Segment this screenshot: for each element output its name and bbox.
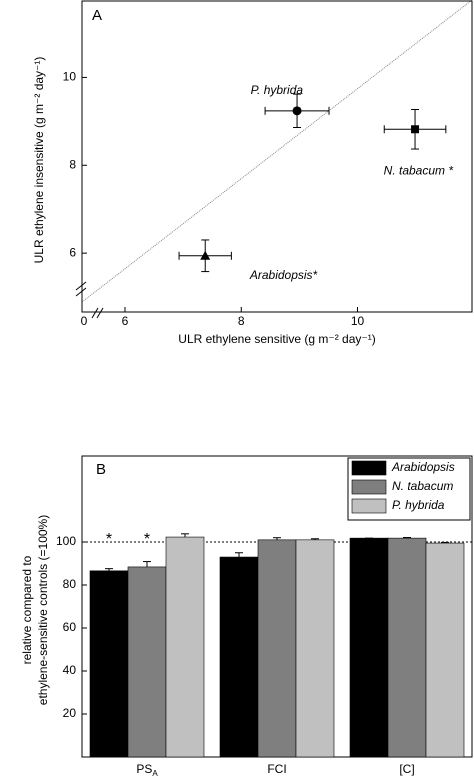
legend-swatch bbox=[351, 460, 387, 476]
panel-label: B bbox=[96, 461, 106, 478]
bar bbox=[349, 537, 389, 758]
x-break-label: 0 bbox=[81, 314, 88, 328]
category-subscript: A bbox=[152, 769, 158, 778]
y-axis-label: ethylene-sensitive controls (=100%) bbox=[36, 515, 50, 705]
identity-line bbox=[81, 0, 473, 303]
legend-swatch bbox=[351, 498, 387, 514]
point-label: P. hybrida bbox=[251, 83, 304, 97]
legend-label: Arabidopsis bbox=[391, 460, 455, 474]
x-tick-label: 6 bbox=[122, 314, 129, 328]
x-tick-label: PSA bbox=[136, 762, 158, 778]
point-label: Arabidopsis* bbox=[249, 268, 318, 282]
axis-breaks bbox=[75, 281, 104, 319]
bar bbox=[387, 537, 427, 758]
bar bbox=[127, 566, 167, 758]
legend-label: P. hybrida bbox=[392, 498, 445, 512]
significance-marker: * bbox=[106, 531, 112, 548]
y-tick-label: 100 bbox=[56, 534, 76, 548]
y-tick-label: 8 bbox=[69, 157, 76, 171]
category-text: PS bbox=[136, 762, 152, 776]
point bbox=[200, 250, 211, 260]
y-axis-label: ULR ethylene insensitive (g m⁻² day⁻¹) bbox=[32, 57, 46, 264]
legend: Arabidopsis N. tabacum P. hybrida bbox=[347, 457, 471, 521]
y-tick-label: 40 bbox=[63, 663, 77, 677]
point-label: N. tabacum * bbox=[384, 163, 454, 177]
y-tick-label: 20 bbox=[63, 706, 77, 720]
bar bbox=[219, 556, 259, 758]
category-text: FCI bbox=[267, 762, 286, 776]
point bbox=[411, 125, 420, 134]
x-axis-label: ULR ethylene sensitive (g m⁻² day⁻¹) bbox=[178, 332, 375, 346]
y-axis-label: relative compared to bbox=[20, 555, 34, 664]
panel-label: A bbox=[92, 7, 102, 24]
significance-marker: * bbox=[144, 531, 150, 548]
x-tick-label: 10 bbox=[351, 314, 365, 328]
legend-label: N. tabacum bbox=[392, 479, 453, 493]
plot-frame bbox=[81, 0, 473, 313]
legend-swatch bbox=[351, 479, 387, 495]
bar bbox=[165, 536, 205, 758]
category-text: [C] bbox=[399, 762, 414, 776]
y-tick-label: 10 bbox=[63, 70, 77, 84]
y-tick-label: 6 bbox=[69, 245, 76, 259]
y-tick-label: 60 bbox=[63, 620, 77, 634]
point bbox=[292, 106, 302, 116]
x-tick-label: FCI bbox=[267, 762, 286, 776]
bar bbox=[257, 539, 297, 758]
x-tick-label: [C] bbox=[399, 762, 414, 776]
x-tick-label: 8 bbox=[238, 314, 245, 328]
bar bbox=[295, 539, 335, 758]
y-tick-label: 80 bbox=[63, 577, 77, 591]
bar bbox=[425, 542, 465, 758]
bar bbox=[89, 570, 129, 758]
